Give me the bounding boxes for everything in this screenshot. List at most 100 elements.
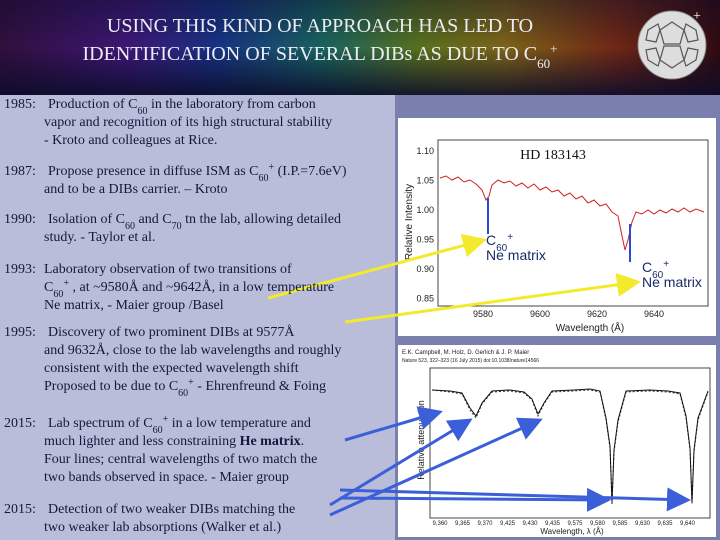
entry-year: 2015: — [4, 416, 36, 431]
text-panel — [0, 95, 395, 540]
text-run: Ne matrix — [642, 274, 702, 290]
entry-line: Detection of two weaker DIBs matching th… — [48, 502, 295, 517]
subscript: 60 — [259, 173, 269, 184]
entry-line: study. - Taylor et al. — [44, 230, 155, 245]
y-tick-label: 0.85 — [416, 294, 434, 304]
entry-year: 2015: — [4, 502, 36, 517]
subscript: 70 — [172, 221, 182, 232]
text-run: Isolation of C — [48, 212, 125, 227]
text-run: (I.P.=7.6eV) — [274, 164, 347, 179]
x-tick-label: 9,635 — [657, 521, 673, 527]
entry-line: Production of C60 in the laboratory from… — [48, 97, 316, 117]
x-tick-label: 9,430 — [522, 521, 538, 527]
y-tick-label: 0.95 — [416, 235, 434, 245]
entry-line: - Kroto and colleagues at Rice. — [44, 133, 217, 148]
title-line: USING THIS KIND OF APPROACH HAS LED TO — [107, 15, 533, 37]
title-line: IDENTIFICATION OF SEVERAL DIBs AS DUE TO… — [83, 41, 558, 71]
upper-plot: HD 183143 Relative Intensity Wavelength (Å… — [398, 118, 716, 336]
x-tick-label: 9580 — [473, 309, 493, 319]
y-axis-label: Relative Intensity — [404, 184, 415, 260]
text-run: Proposed to be due to C — [44, 379, 178, 394]
text-run: Ne matrix — [486, 247, 546, 263]
text-run: - Kroto and colleagues at Rice. — [44, 133, 217, 148]
text-run: tn the lab, allowing detailed — [182, 212, 341, 227]
superscript: + — [63, 278, 69, 289]
entry-year: 1993: — [4, 262, 36, 277]
timeline-entry: 2015: Lab spectrum of C60+ in a low tempe… — [4, 414, 317, 486]
text-run: Four lines; central wavelengths of two m… — [44, 452, 317, 467]
text-run: Propose presence in diffuse ISM as C — [48, 164, 259, 179]
text-run: in the laboratory from carbon — [147, 97, 315, 112]
entry-line: and 9632Å, close to the lab wavelengths … — [44, 342, 341, 358]
y-tick-label: 0.90 — [416, 264, 434, 274]
text-run: C — [44, 280, 53, 295]
timeline-entry: 1987: Propose presence in diffuse ISM as … — [4, 162, 347, 198]
x-tick-label: 9,425 — [500, 521, 516, 527]
marker-line: C60+ — [486, 232, 513, 254]
y-tick-label: 1.00 — [416, 205, 434, 215]
text-run: much lighter and less constraining — [44, 434, 240, 449]
citation: Nature 523, 322–323 (16 July 2015) doi:1… — [402, 358, 539, 364]
entry-line: Ne matrix, - Maier group /Basel — [44, 298, 224, 313]
superscript: + — [663, 259, 669, 270]
text-run: IDENTIFICATION OF SEVERAL DIBs AS DUE TO… — [83, 43, 538, 65]
superscript: + — [550, 41, 557, 56]
superscript: + — [269, 162, 275, 173]
subscript: 60 — [137, 106, 147, 117]
subscript: 60 — [125, 221, 135, 232]
x-tick-label: 9,575 — [567, 521, 583, 527]
bold-run: He matrix — [240, 434, 301, 449]
marker-line: Ne matrix — [486, 247, 546, 263]
subscript: 60 — [178, 388, 188, 399]
text-run: in a low temperature and — [168, 416, 311, 431]
entry-line: Lab spectrum of C60+ in a low temperatur… — [48, 414, 311, 436]
subscript: 60 — [153, 425, 163, 436]
x-tick-label: 9,580 — [590, 521, 606, 527]
entry-line: consistent with the expected wavelength … — [44, 361, 299, 376]
x-tick-label: 9,435 — [545, 521, 561, 527]
entry-line: Discovery of two prominent DIBs at 9577Å — [48, 324, 295, 340]
timeline-entry: 1985: Production of C60 in the laboratory… — [4, 97, 332, 148]
timeline-entry: 1993: Laboratory observation of two trans… — [4, 262, 334, 313]
text-run: Ne matrix, - Maier group /Basel — [44, 298, 224, 313]
arrows — [267, 233, 691, 517]
text-run: C — [486, 232, 496, 248]
entry-line: much lighter and less constraining He ma… — [44, 434, 304, 449]
x-tick-label: 9,370 — [477, 521, 493, 527]
entry-year: 1990: — [4, 212, 36, 227]
icon-charge: + — [693, 9, 701, 24]
lower-plot: E.K. Campbell, M. Holz, D. Gerlich & J. … — [398, 345, 716, 537]
x-tick-label: 9640 — [644, 309, 664, 319]
marker-line: C60+ — [642, 259, 669, 281]
y-tick-label: 1.05 — [416, 176, 434, 186]
entry-year: 1995: — [4, 325, 36, 340]
x-tick-label: 9,640 — [680, 521, 696, 527]
text-run: Lab spectrum of C — [48, 416, 153, 431]
subscript: 60 — [53, 289, 63, 300]
entry-line: two bands observed in space. - Maier gro… — [44, 470, 289, 485]
entry-line: Propose presence in diffuse ISM as C60+ … — [48, 162, 347, 184]
text-run: Laboratory observation of two transition… — [44, 262, 292, 277]
timeline-entry: 1995: Discovery of two prominent DIBs at … — [4, 324, 341, 399]
x-tick-label: 9,585 — [612, 521, 628, 527]
authors: E.K. Campbell, M. Holz, D. Gerlich & J. … — [402, 350, 529, 356]
text-run: USING THIS KIND OF APPROACH HAS LED TO — [107, 15, 533, 37]
text-run: and C — [135, 212, 172, 227]
star-name: HD 183143 — [520, 148, 586, 163]
x-tick-label: 9,630 — [635, 521, 651, 527]
entry-line: Laboratory observation of two transition… — [44, 262, 292, 277]
text-run: Detection of two weaker DIBs matching th… — [48, 502, 295, 517]
entry-line: and to be a DIBs carrier. – Kroto — [44, 182, 228, 197]
entry-line: two weaker lab absorptions (Walker et al… — [44, 520, 282, 535]
x-tick-label: 9600 — [530, 309, 550, 319]
entry-line: Four lines; central wavelengths of two m… — [44, 452, 317, 467]
band-shade — [0, 0, 720, 95]
marker-label: C60+Ne matrix — [642, 259, 702, 291]
buckyball-icon: + — [637, 9, 707, 80]
x-tick-label: 9,360 — [432, 521, 448, 527]
text-run: study. - Taylor et al. — [44, 230, 155, 245]
x-axis-label: Wavelength (Å) — [556, 321, 625, 334]
text-run: vapor and recognition of its high struct… — [44, 115, 332, 130]
text-run: and 9632Å, close to the lab wavelengths … — [44, 342, 341, 358]
